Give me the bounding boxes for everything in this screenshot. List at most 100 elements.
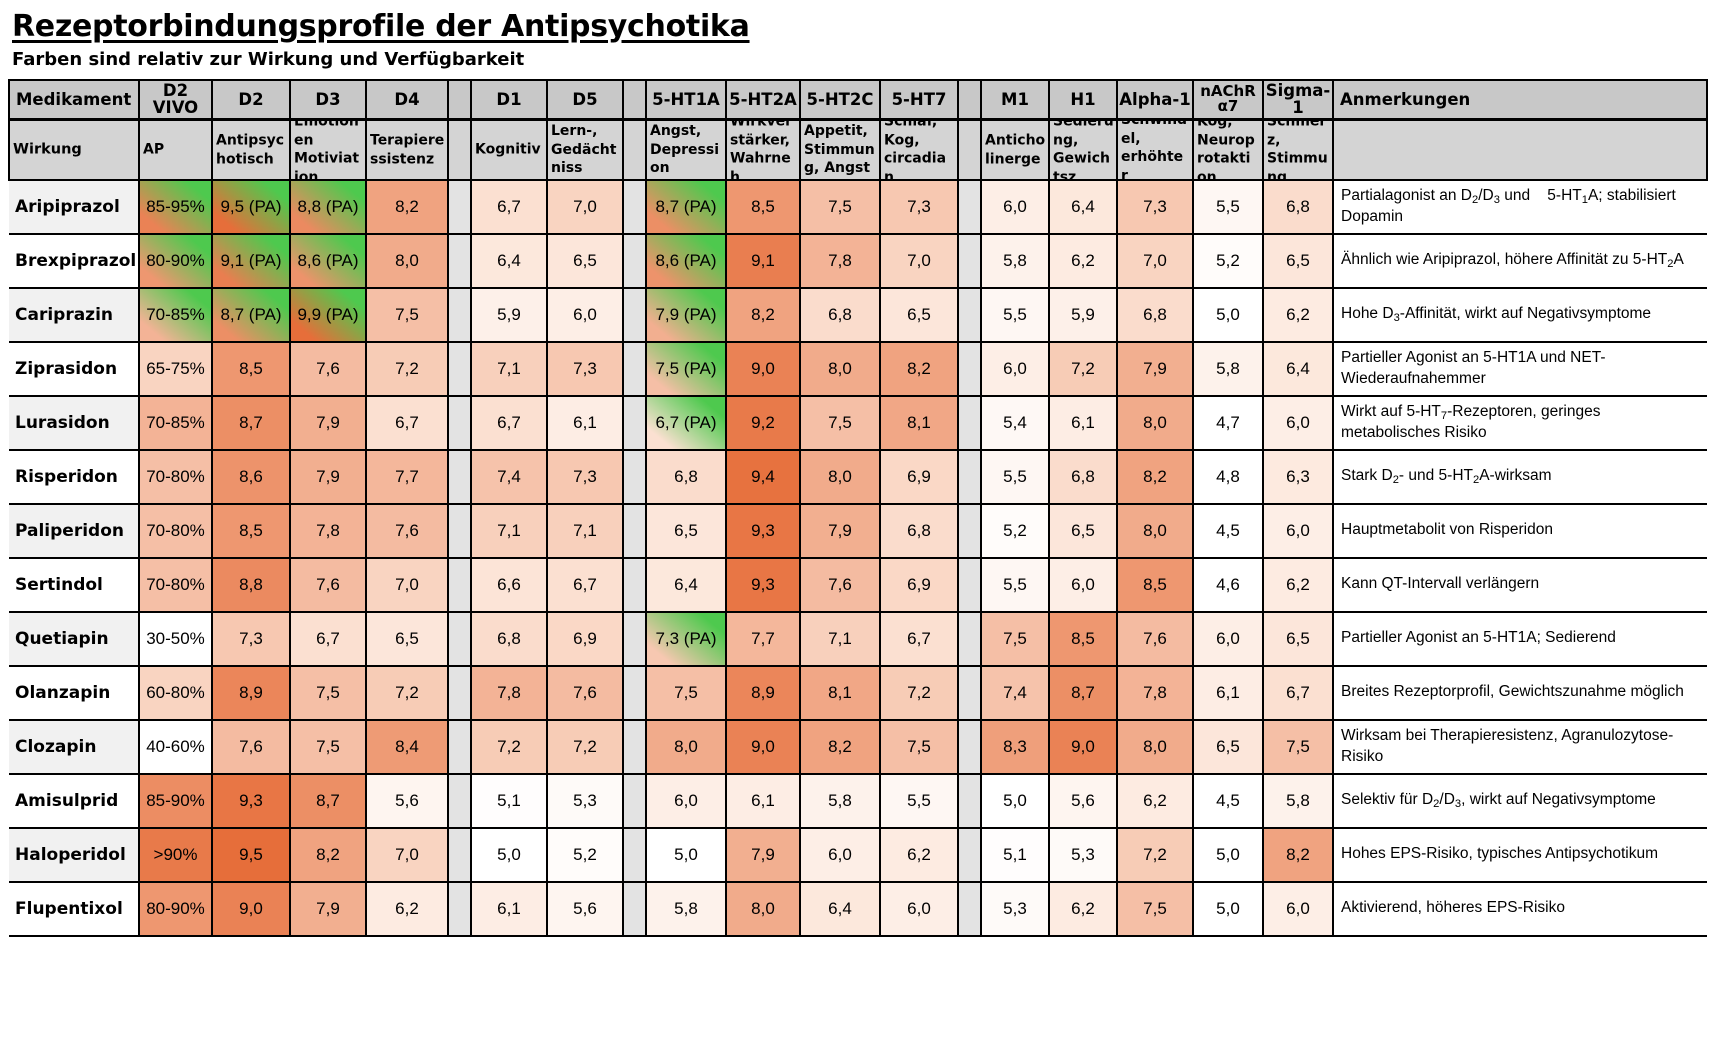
notes-cell: Breites Rezeptorprofil, Gewichtszunahme … xyxy=(1332,665,1707,721)
value-cell-d5: 6,9 xyxy=(546,611,624,667)
effect-d2vivo: AP xyxy=(138,119,213,181)
notes-cell: Kann QT-Intervall verlängern xyxy=(1332,557,1707,613)
value-cell-a1: 7,2 xyxy=(1116,827,1194,883)
value-cell-d4: 6,7 xyxy=(365,395,449,451)
table-row: Cariprazin 70-85% 8,7 (PA) 9,9 (PA) 7,5 5,9 6,… xyxy=(9,287,1707,343)
value-cell-d3: 6,7 xyxy=(289,611,367,667)
spacer-cell xyxy=(447,341,472,397)
value-cell-d2vivo: 40-60% xyxy=(138,719,213,775)
table-row: Aripiprazol 85-95% 9,5 (PA) 8,8 (PA) 8,2 6,7 7… xyxy=(9,179,1707,235)
value-cell-d5: 6,5 xyxy=(546,233,624,289)
spacer-cell xyxy=(957,395,982,451)
value-cell-ht1a: 8,0 xyxy=(645,719,727,775)
value-cell-d4: 7,2 xyxy=(365,341,449,397)
effect-ht1a: Angst, Depression xyxy=(645,119,727,181)
value-cell-ht2c: 6,4 xyxy=(799,881,881,937)
value-cell-d3: 8,2 xyxy=(289,827,367,883)
value-cell-a1: 7,0 xyxy=(1116,233,1194,289)
table-row: Olanzapin 60-80% 8,9 7,5 7,2 7,8 7,6 7,5 8,9 8,1 7… xyxy=(9,665,1707,721)
table-row: Amisulprid 85-90% 9,3 8,7 5,6 5,1 5,3 6,0 6,1 5,8… xyxy=(9,773,1707,829)
spacer-cell xyxy=(957,503,982,559)
spacer-cell xyxy=(957,341,982,397)
value-cell-sigma1: 6,0 xyxy=(1262,503,1334,559)
value-cell-d2: 8,7 (PA) xyxy=(211,287,291,343)
value-cell-nachr: 4,7 xyxy=(1192,395,1264,451)
column-header-sigma1: Sigma-1 xyxy=(1262,78,1334,122)
value-cell-d2vivo: 80-90% xyxy=(138,881,213,937)
value-cell-ht7: 7,0 xyxy=(879,233,959,289)
effect-text: Emotionen Motiviation xyxy=(294,119,360,180)
value-cell-d1: 7,8 xyxy=(470,665,548,721)
table-row: Clozapin 40-60% 7,6 7,5 8,4 7,2 7,2 8,0 9,0 8,2 7,… xyxy=(9,719,1707,775)
value-cell-d1: 6,8 xyxy=(470,611,548,667)
value-cell-sigma1: 8,2 xyxy=(1262,827,1334,883)
value-cell-d4: 8,4 xyxy=(365,719,449,775)
spacer-cell xyxy=(447,503,472,559)
value-cell-d1: 5,0 xyxy=(470,827,548,883)
value-cell-nachr: 5,2 xyxy=(1192,233,1264,289)
value-cell-d1: 7,1 xyxy=(470,341,548,397)
value-cell-d1: 6,7 xyxy=(470,179,548,235)
effect-d4: Terapieressistenz xyxy=(365,119,449,181)
value-cell-m1: 5,0 xyxy=(980,773,1050,829)
value-cell-d1: 7,4 xyxy=(470,449,548,505)
value-cell-ht7: 6,9 xyxy=(879,557,959,613)
value-cell-d2vivo: 70-80% xyxy=(138,557,213,613)
table-row: Lurasidon 70-85% 8,7 7,9 6,7 6,7 6,1 6,7 (PA) 9,… xyxy=(9,395,1707,451)
spacer-cell xyxy=(622,719,647,775)
value-cell-ht1a: 7,5 xyxy=(645,665,727,721)
value-cell-d2vivo: 70-80% xyxy=(138,503,213,559)
spacer-cell xyxy=(447,773,472,829)
value-cell-d3: 8,7 xyxy=(289,773,367,829)
column-header-ht2c: 5-HT2C xyxy=(799,78,881,122)
spacer-cell xyxy=(447,611,472,667)
spacer-cell xyxy=(447,449,472,505)
effect-text: Kognitiv xyxy=(475,141,541,158)
drug-name: Amisulprid xyxy=(9,773,140,829)
effect-text: Antipsychotisch xyxy=(216,132,285,167)
value-cell-d4: 7,0 xyxy=(365,557,449,613)
value-cell-d3: 7,9 xyxy=(289,881,367,937)
value-cell-ht1a: 8,6 (PA) xyxy=(645,233,727,289)
value-cell-nachr: 5,8 xyxy=(1192,341,1264,397)
value-cell-ht7: 6,0 xyxy=(879,881,959,937)
value-cell-sigma1: 6,0 xyxy=(1262,395,1334,451)
value-cell-ht2a: 6,1 xyxy=(725,773,801,829)
spacer-cell xyxy=(957,287,982,343)
value-cell-d2: 8,8 xyxy=(211,557,291,613)
effect-text: Anticholinerge xyxy=(985,132,1046,167)
value-cell-ht7: 6,2 xyxy=(879,827,959,883)
value-cell-ht2a: 9,4 xyxy=(725,449,801,505)
spacer-cell xyxy=(957,881,982,937)
drug-name: Lurasidon xyxy=(9,395,140,451)
notes-cell: Hohes EPS-Risiko, typisches Antipsychoti… xyxy=(1332,827,1707,883)
value-cell-sigma1: 6,7 xyxy=(1262,665,1334,721)
effect-text: Angst, Depression xyxy=(650,122,720,177)
value-cell-h1: 5,3 xyxy=(1048,827,1118,883)
value-cell-ht7: 7,2 xyxy=(879,665,959,721)
value-cell-d2: 8,5 xyxy=(211,503,291,559)
value-cell-d1: 5,9 xyxy=(470,287,548,343)
value-cell-d2vivo: 80-90% xyxy=(138,233,213,289)
value-cell-d2: 9,0 xyxy=(211,881,291,937)
spacer-cell xyxy=(622,557,647,613)
value-cell-ht2c: 7,5 xyxy=(799,179,881,235)
effect-text: AP xyxy=(143,141,165,158)
value-cell-d5: 7,6 xyxy=(546,665,624,721)
drug-name: Cariprazin xyxy=(9,287,140,343)
spacer-cell xyxy=(957,827,982,883)
value-cell-a1: 7,6 xyxy=(1116,611,1194,667)
notes-cell: Hauptmetabolit von Risperidon xyxy=(1332,503,1707,559)
value-cell-ht2a: 9,0 xyxy=(725,719,801,775)
drug-name: Flupentixol xyxy=(9,881,140,937)
table-body: Aripiprazol 85-95% 9,5 (PA) 8,8 (PA) 8,2 6,7 7… xyxy=(9,179,1707,937)
value-cell-ht2c: 8,0 xyxy=(799,341,881,397)
value-cell-m1: 6,0 xyxy=(980,341,1050,397)
value-cell-d3: 7,6 xyxy=(289,557,367,613)
value-cell-d2: 8,5 xyxy=(211,341,291,397)
column-header-d4: D4 xyxy=(365,78,449,122)
value-cell-d1: 5,1 xyxy=(470,773,548,829)
effect-text: Wirkverstärker, Wahrneh xyxy=(730,119,792,180)
drug-name: Paliperidon xyxy=(9,503,140,559)
spacer-cell xyxy=(447,557,472,613)
